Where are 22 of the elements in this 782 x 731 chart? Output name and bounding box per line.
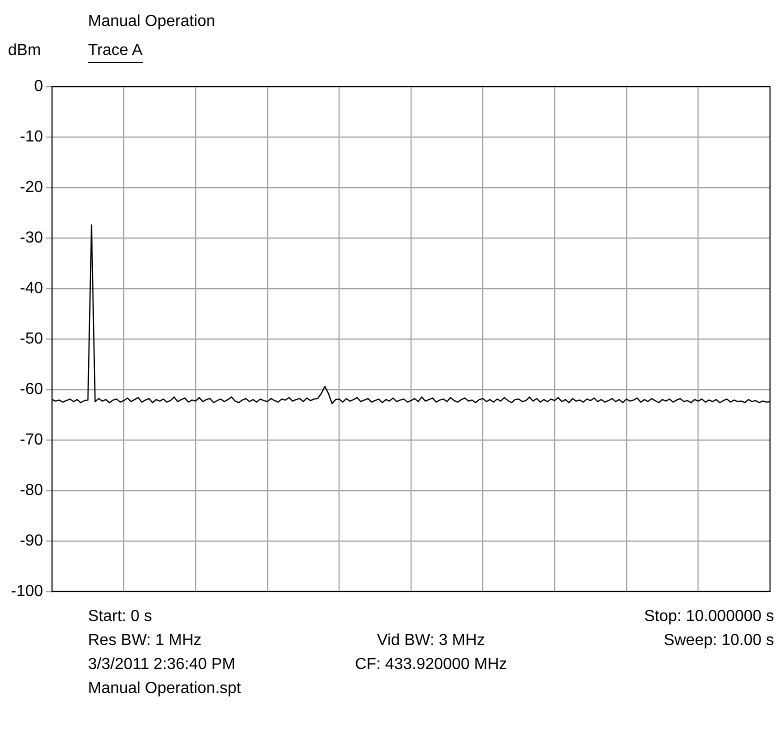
- y-tick-label: -80: [20, 482, 44, 499]
- y-tick-label: -40: [20, 280, 44, 297]
- y-axis-title: dBm: [8, 42, 41, 60]
- text: 3/3/2011 2:36:40 PM: [88, 656, 236, 674]
- chart-title: Manual Operation: [87, 12, 216, 32]
- y-tick-label: -100: [10, 582, 44, 600]
- y-tick-label: -10: [20, 128, 44, 146]
- y-tick-label: -70: [20, 431, 44, 448]
- text: Vid BW: 3 MHz: [376, 632, 486, 650]
- text: Sweep: 10.00 s: [662, 632, 774, 650]
- text: Res BW: 1 MHz: [88, 632, 202, 650]
- y-tick-label: -90: [20, 532, 44, 550]
- text: Start: 0 s: [88, 608, 154, 626]
- text: CF: 433.920000 MHz: [354, 656, 508, 674]
- y-tick-label: -60: [20, 380, 44, 398]
- y-tick-label: -50: [20, 330, 44, 348]
- text: Stop: 10.000000 s: [643, 608, 774, 626]
- y-tick-label: -20: [20, 178, 44, 196]
- text: Manual Operation.spt: [88, 680, 242, 698]
- y-tick-label: 0: [34, 78, 44, 96]
- y-tick-label: -30: [20, 229, 44, 246]
- chart-subtitle: Trace A: [88, 42, 143, 63]
